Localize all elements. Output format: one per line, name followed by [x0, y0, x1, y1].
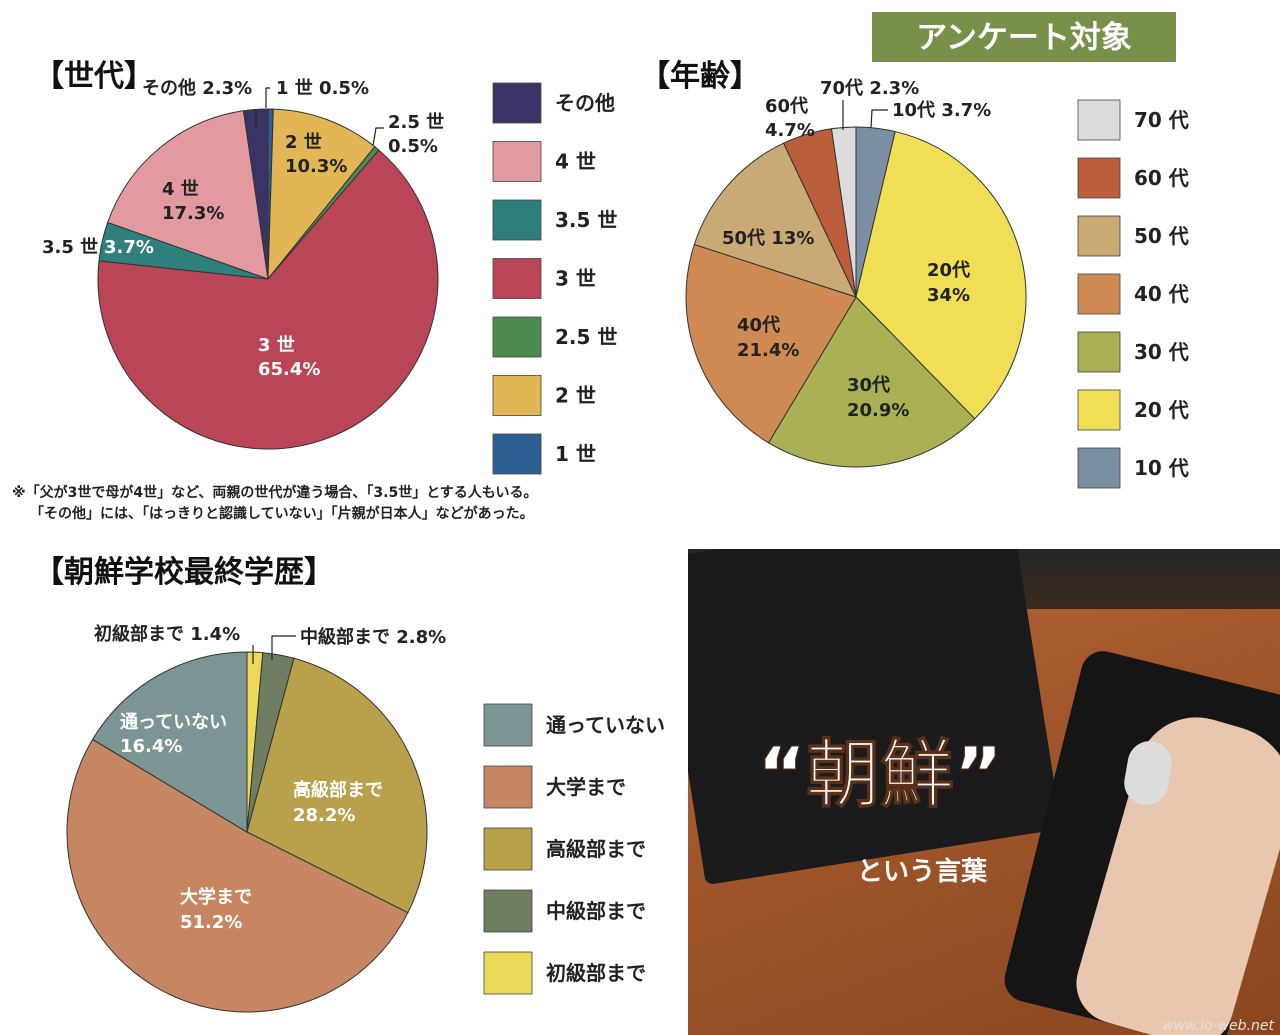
banner-title: アンケート対象 [916, 20, 1132, 56]
age-label-60-pct: 4.7% [765, 120, 815, 141]
gen-legend-swatch [492, 258, 542, 299]
edu-label-high: 高級部まで [293, 779, 383, 801]
age-label-30: 30代 [847, 375, 890, 396]
gen-pie-slice [242, 108, 269, 280]
photo-subtitle: という言葉 [857, 857, 988, 887]
edu-label-middle: 中級部まで 2.8% [300, 626, 446, 648]
age-legend-swatch [1077, 157, 1121, 199]
age-legend-label: 10 代 [1134, 456, 1189, 480]
edu-pie-slice [66, 738, 409, 1013]
gen-pie-slice [267, 108, 376, 281]
age-legend-swatch [1077, 389, 1121, 431]
edu-legend-label: 初級部まで [546, 961, 646, 985]
age-label-40: 40代 [737, 315, 780, 336]
edu-pie-slice [246, 657, 428, 914]
gen-note-1: ※「父が3世で母が4世」など、両親の世代が違う場合、「3.5世」とする人もいる。 [12, 484, 538, 501]
gen-legend-label: その他 [555, 91, 615, 115]
edu-legend-label: 通っていない [546, 713, 665, 737]
age-legend-label: 70 代 [1134, 108, 1189, 132]
edu-legend-swatch [483, 703, 533, 747]
gen-label-3-5-pct: 3.7% [104, 237, 154, 258]
gen-label-2-pct: 10.3% [285, 156, 347, 177]
edu-legend-swatch [483, 951, 533, 995]
banner-background [872, 12, 1176, 62]
edu-label-univ-pct: 51.2% [180, 912, 242, 933]
photo-keyboard-mouse [688, 549, 1280, 1035]
edu-label-none: 通っていない [120, 712, 227, 733]
edu-legend-label: 高級部まで [546, 837, 646, 861]
photo-title: “朝鮮” [757, 732, 1002, 818]
gen-legend-label: 4 世 [555, 150, 596, 174]
age-label-20: 20代 [927, 260, 970, 281]
age-legend-label: 60 代 [1134, 166, 1189, 190]
age-label-60: 60代 [765, 96, 808, 117]
age-legend-swatch [1077, 331, 1121, 373]
gen-label-3-pct: 65.4% [258, 359, 320, 380]
gen-title: 【世代】 [34, 59, 154, 94]
age-leader-10 [870, 109, 888, 129]
age-pie-slice [693, 142, 857, 298]
gen-legend-label: 2.5 世 [555, 325, 617, 349]
edu-title: 【朝鮮学校最終学歴】 [34, 555, 334, 590]
age-label-40-pct: 21.4% [737, 340, 799, 361]
gen-leader-1 [265, 87, 270, 108]
gen-pie-slice [107, 110, 269, 280]
watermark: www.io-web.net [1162, 1018, 1274, 1034]
gen-legend-label: 3 世 [555, 267, 596, 291]
age-title: 【年齢】 [640, 59, 760, 94]
age-legend-swatch [1077, 273, 1121, 315]
age-legend-swatch [1077, 99, 1121, 141]
gen-label-2-5: 2.5 世 [388, 112, 444, 133]
gen-label-1: 1 世 0.5% [276, 78, 369, 99]
gen-legend-swatch [492, 199, 542, 241]
gen-pie-slice [97, 149, 439, 450]
edu-pie-slice [91, 651, 248, 833]
edu-leader-middle [271, 635, 296, 660]
edu-legend-label: 中級部まで [546, 899, 646, 923]
gen-leader-2-5 [372, 127, 384, 147]
age-legend-label: 40 代 [1134, 282, 1189, 306]
age-label-70: 70代 2.3% [820, 78, 919, 99]
gen-label-4: 4 世 [162, 179, 199, 200]
gen-legend-swatch [492, 433, 542, 475]
age-legend-swatch [1077, 215, 1121, 257]
age-legend-swatch [1077, 447, 1121, 489]
age-label-30-pct: 20.9% [847, 400, 909, 421]
age-legend-label: 20 代 [1134, 398, 1189, 422]
gen-legend-swatch [492, 141, 542, 182]
age-label-10: 10代 3.7% [892, 100, 991, 121]
gen-label-4-pct: 17.3% [162, 203, 224, 224]
gen-label-2-5-pct: 0.5% [388, 136, 438, 157]
age-pie-slice [855, 130, 1027, 420]
edu-label-univ: 大学まで [180, 886, 252, 908]
gen-legend-label: 1 世 [555, 442, 596, 466]
age-label-20-pct: 34% [927, 285, 970, 306]
gen-note-2: 「その他」には、「はっきりと認識していない」「片親が日本人」などがあった。 [30, 505, 534, 522]
gen-legend-swatch [492, 375, 542, 416]
edu-legend-swatch [483, 765, 533, 809]
gen-legend-label: 3.5 世 [555, 208, 617, 232]
age-legend-label: 30 代 [1134, 340, 1189, 364]
edu-legend-label: 大学まで [546, 775, 626, 799]
gen-label-2: 2 世 [285, 132, 322, 153]
gen-legend-label: 2 世 [555, 384, 596, 408]
gen-label-other: その他 2.3% [142, 77, 252, 99]
age-pie-slice [685, 243, 857, 444]
edu-label-none-pct: 16.4% [120, 736, 182, 757]
edu-legend-swatch [483, 827, 533, 871]
gen-label-3-5: 3.5 世 [42, 237, 98, 258]
age-pie-slice [830, 126, 857, 298]
edu-label-elementary: 初級部まで 1.4% [94, 623, 240, 645]
age-label-50: 50代 13% [722, 228, 814, 249]
edu-legend-swatch [483, 889, 533, 933]
gen-legend-swatch [492, 316, 542, 358]
age-legend-label: 50 代 [1134, 224, 1189, 248]
gen-label-3: 3 世 [258, 335, 295, 356]
gen-legend-swatch [492, 82, 542, 124]
age-pie-slice [767, 296, 976, 468]
edu-label-high-pct: 28.2% [293, 805, 355, 826]
